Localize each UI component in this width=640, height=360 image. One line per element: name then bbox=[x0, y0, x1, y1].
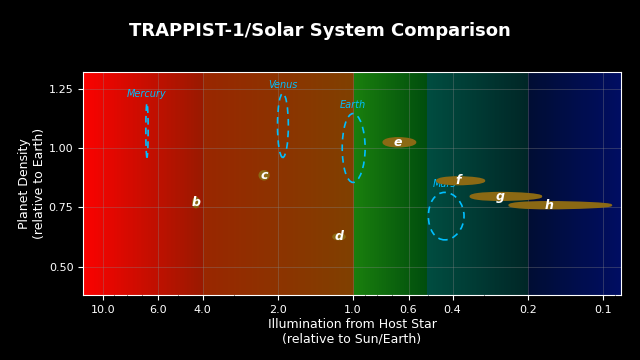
Text: g: g bbox=[496, 190, 505, 203]
Text: e: e bbox=[394, 136, 403, 149]
X-axis label: Illumination from Host Star
(relative to Sun/Earth): Illumination from Host Star (relative to… bbox=[268, 318, 436, 346]
Text: f: f bbox=[456, 174, 461, 187]
Text: h: h bbox=[545, 199, 553, 212]
Text: d: d bbox=[334, 230, 343, 243]
Text: TRAPPIST-1/Solar System Comparison: TRAPPIST-1/Solar System Comparison bbox=[129, 22, 511, 40]
Ellipse shape bbox=[470, 193, 541, 200]
Text: c: c bbox=[260, 169, 268, 182]
Ellipse shape bbox=[437, 177, 484, 184]
Text: Mercury: Mercury bbox=[127, 89, 167, 99]
Y-axis label: Planet Density
(relative to Earth): Planet Density (relative to Earth) bbox=[18, 128, 46, 239]
Text: Venus: Venus bbox=[268, 80, 298, 90]
Text: Earth: Earth bbox=[340, 100, 366, 110]
Text: b: b bbox=[191, 196, 200, 209]
Ellipse shape bbox=[509, 202, 611, 208]
Ellipse shape bbox=[260, 171, 269, 180]
Text: Mars: Mars bbox=[433, 179, 456, 189]
Ellipse shape bbox=[193, 198, 199, 207]
Ellipse shape bbox=[333, 234, 345, 239]
Ellipse shape bbox=[383, 138, 415, 147]
